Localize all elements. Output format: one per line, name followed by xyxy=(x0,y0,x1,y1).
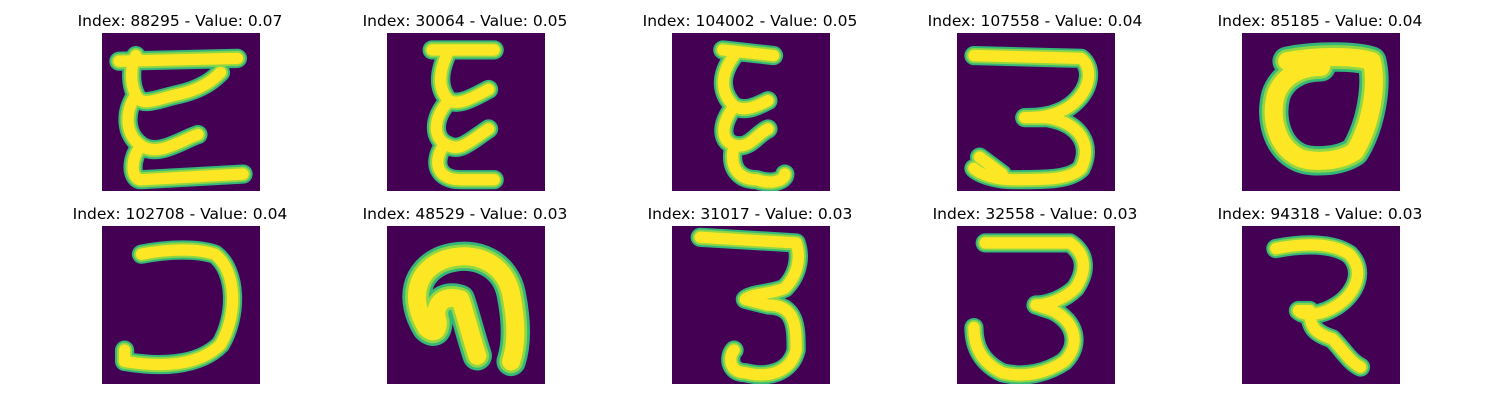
digit-three-tall xyxy=(690,227,808,384)
digit-image xyxy=(957,33,1115,191)
digit-image xyxy=(1242,33,1400,191)
panel-title: Index: 104002 - Value: 0.05 xyxy=(642,12,858,30)
digit-stroke xyxy=(968,237,1089,381)
panel-9: Index: 32558 - Value: 0.03 xyxy=(895,203,1175,384)
panel-title: Index: 94318 - Value: 0.03 xyxy=(1217,205,1423,223)
digit-two-hook xyxy=(1266,235,1371,377)
digit-image xyxy=(387,33,545,191)
digit-stroke xyxy=(118,244,239,371)
digit-nine-hook xyxy=(402,241,530,377)
panel-title: Index: 85185 - Value: 0.04 xyxy=(1217,12,1423,30)
digit-stroke xyxy=(113,49,249,186)
digit-epsilon-narrow xyxy=(422,40,504,190)
panel-4: Index: 107558 - Value: 0.04 xyxy=(895,10,1175,191)
panel-title: Index: 31017 - Value: 0.03 xyxy=(647,205,853,223)
digit-image xyxy=(672,33,830,191)
digit-image xyxy=(387,226,545,384)
digit-stroke xyxy=(694,231,804,381)
digit-epsilon-wide xyxy=(109,45,253,190)
digit-image xyxy=(102,33,260,191)
digit-three-round xyxy=(964,233,1093,384)
digit-image xyxy=(1242,226,1400,384)
digit-epsilon-tall xyxy=(713,40,795,191)
panel-10: Index: 94318 - Value: 0.03 xyxy=(1180,203,1460,384)
panel-6: Index: 102708 - Value: 0.04 xyxy=(40,203,320,384)
digit-reverse-c xyxy=(114,240,243,375)
panel-3: Index: 104002 - Value: 0.05 xyxy=(610,10,890,191)
digit-image xyxy=(957,226,1115,384)
digit-stroke xyxy=(717,44,791,188)
panel-title: Index: 102708 - Value: 0.04 xyxy=(72,205,288,223)
panel-title: Index: 30064 - Value: 0.05 xyxy=(362,12,568,30)
panel-title: Index: 107558 - Value: 0.04 xyxy=(927,12,1143,30)
digit-stroke xyxy=(426,44,500,186)
digit-image xyxy=(102,226,260,384)
panel-7: Index: 48529 - Value: 0.03 xyxy=(325,203,605,384)
digit-stroke xyxy=(1264,47,1383,170)
panel-1: Index: 88295 - Value: 0.07 xyxy=(40,10,320,191)
panel-title: Index: 88295 - Value: 0.07 xyxy=(77,12,283,30)
panel-8: Index: 31017 - Value: 0.03 xyxy=(610,203,890,384)
panel-title: Index: 48529 - Value: 0.03 xyxy=(362,205,568,223)
digit-image xyxy=(672,226,830,384)
digit-stroke xyxy=(1270,239,1367,373)
digit-stroke xyxy=(968,49,1095,186)
digit-three-flat-top xyxy=(964,45,1099,190)
digit-zero-loop xyxy=(1259,42,1389,176)
digit-stroke xyxy=(407,247,525,371)
panel-2: Index: 30064 - Value: 0.05 xyxy=(325,10,605,191)
panel-title: Index: 32558 - Value: 0.03 xyxy=(932,205,1138,223)
panel-5: Index: 85185 - Value: 0.04 xyxy=(1180,10,1460,191)
